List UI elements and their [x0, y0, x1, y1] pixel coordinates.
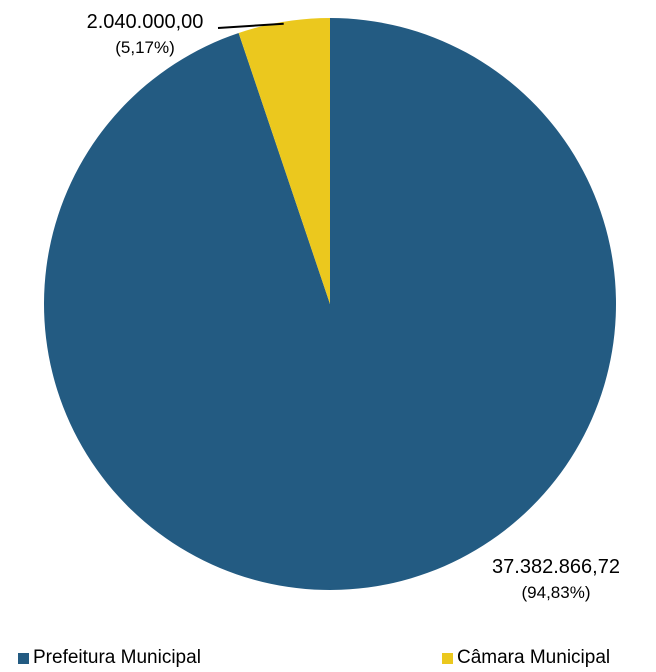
legend-label-camara: Câmara Municipal	[457, 647, 611, 668]
chart-legend: Prefeitura Municipal Câmara Municipal	[0, 646, 656, 670]
pie-slices	[43, 18, 617, 590]
data-label-camara-percent: (5,17%)	[115, 38, 175, 57]
data-label-prefeitura-percent: (94,83%)	[522, 583, 591, 602]
data-label-prefeitura-value: 37.382.866,72	[492, 556, 620, 578]
pie-slice-camara	[238, 18, 330, 304]
legend-label-prefeitura: Prefeitura Municipal	[33, 647, 201, 668]
legend-item-camara: Câmara Municipal	[442, 646, 610, 670]
pie-chart: 37.382.866,72 (94,83%) 2.040.000,00 (5,1…	[43, 11, 620, 602]
legend-swatch-prefeitura	[18, 652, 29, 664]
data-label-camara-value: 2.040.000,00	[87, 11, 204, 33]
leader-line-camara	[217, 22, 284, 29]
legend-item-prefeitura: Prefeitura Municipal	[18, 646, 201, 670]
legend-swatch-camara	[442, 652, 453, 664]
